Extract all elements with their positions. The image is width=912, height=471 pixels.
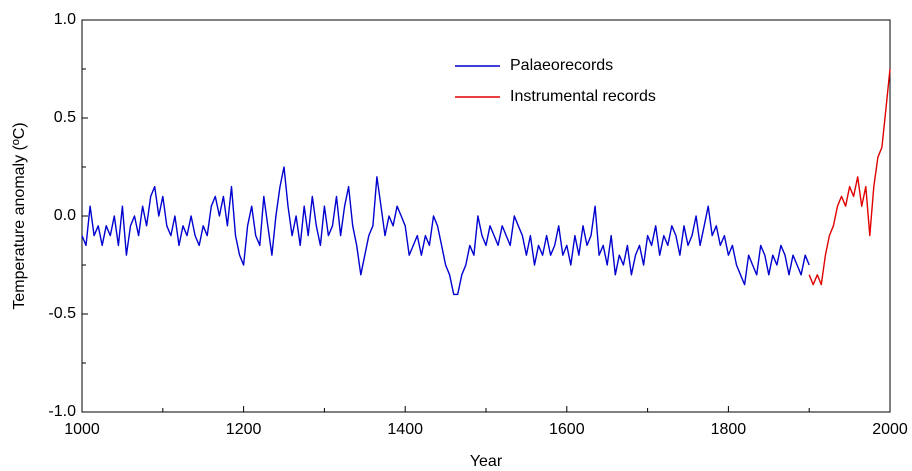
series-line [81,166,810,296]
y-tick-label: 0.0 [54,207,76,224]
series-line [808,68,891,286]
x-tick-label: 1000 [64,421,100,438]
plot-frame [81,19,891,413]
y-tick-label: 1.0 [54,11,76,28]
x-tick-label: 1400 [387,421,423,438]
x-axis-label: Year [470,453,503,470]
y-tick-label: -1.0 [48,403,76,420]
y-tick-label: -0.5 [48,305,76,322]
y-axis-label: Temperature anomaly (ºC) [11,122,28,309]
y-tick-label: 0.5 [54,109,76,126]
x-tick-label: 1800 [711,421,747,438]
legend-label: Instrumental records [510,88,656,105]
x-tick-label: 1200 [226,421,262,438]
legend-label: Palaeorecords [510,57,613,74]
x-tick-label: 1600 [549,421,585,438]
x-tick-label: 2000 [872,421,908,438]
